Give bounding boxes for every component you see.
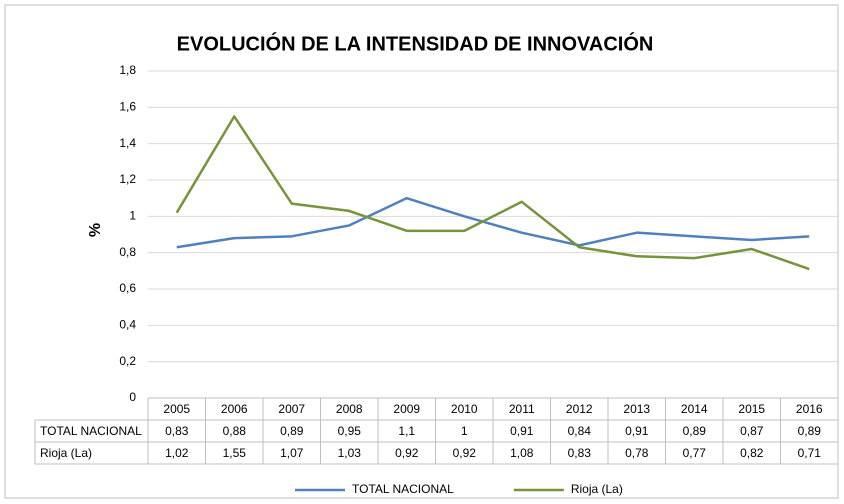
- y-tick-label: 0,6: [119, 281, 136, 295]
- table-value: 1,55: [223, 446, 247, 460]
- table-value: 0,82: [740, 446, 764, 460]
- y-tick-label: 1,6: [119, 100, 136, 114]
- x-tick-label: 2012: [566, 402, 593, 416]
- series-line: [175, 115, 810, 271]
- table-row-label: Rioja (La): [40, 446, 92, 460]
- chart-border: [4, 4, 839, 499]
- table-value: 0,71: [798, 446, 822, 460]
- table-value: 1,08: [510, 446, 534, 460]
- x-tick-label: 2010: [451, 402, 478, 416]
- legend-label: Rioja (La): [571, 482, 623, 496]
- table-row-label: TOTAL NACIONAL: [40, 424, 142, 438]
- y-tick-label: 0,4: [119, 318, 136, 332]
- x-tick-label: 2011: [509, 402, 535, 416]
- table-value: 0,89: [798, 424, 822, 438]
- y-tick-label: 1,8: [119, 63, 136, 77]
- y-axis-label: %: [87, 223, 104, 237]
- x-tick-label: 2009: [393, 402, 420, 416]
- y-tick-label: 1,4: [119, 136, 136, 150]
- table-value: 0,92: [395, 446, 419, 460]
- table-value: 0,78: [625, 446, 649, 460]
- series-line: [176, 196, 810, 249]
- x-tick-label: 2013: [623, 402, 650, 416]
- legend-label: TOTAL NACIONAL: [352, 482, 454, 496]
- table-value: 0,95: [338, 424, 362, 438]
- x-tick-label: 2005: [163, 402, 190, 416]
- table-value: 1,1: [398, 424, 415, 438]
- y-tick-label: 1,2: [119, 172, 136, 186]
- table-value: 0,89: [280, 424, 304, 438]
- table-value: 0,88: [223, 424, 247, 438]
- table-value: 0,91: [510, 424, 534, 438]
- table-value: 1,07: [280, 446, 304, 460]
- y-tick-label: 1: [129, 209, 136, 223]
- table-value: 0,89: [683, 424, 707, 438]
- y-tick-label: 0: [129, 390, 136, 404]
- table-value: 1: [461, 424, 468, 438]
- table-value: 0,84: [568, 424, 592, 438]
- x-tick-label: 2007: [278, 402, 305, 416]
- table-value: 0,87: [740, 424, 764, 438]
- y-tick-label: 0,8: [119, 245, 136, 259]
- y-tick-label: 0,2: [119, 354, 136, 368]
- table-value: 0,77: [683, 446, 707, 460]
- table-value: 1,02: [165, 446, 189, 460]
- x-tick-label: 2008: [336, 402, 363, 416]
- table-value: 0,83: [165, 424, 189, 438]
- x-tick-label: 2015: [738, 402, 765, 416]
- x-tick-label: 2014: [681, 402, 708, 416]
- chart-title: EVOLUCIÓN DE LA INTENSIDAD DE INNOVACIÓN: [177, 31, 654, 55]
- table-value: 0,92: [453, 446, 477, 460]
- table-value: 1,03: [338, 446, 362, 460]
- x-tick-label: 2006: [221, 402, 248, 416]
- table-value: 0,83: [568, 446, 592, 460]
- x-tick-label: 2016: [796, 402, 823, 416]
- table-value: 0,91: [625, 424, 649, 438]
